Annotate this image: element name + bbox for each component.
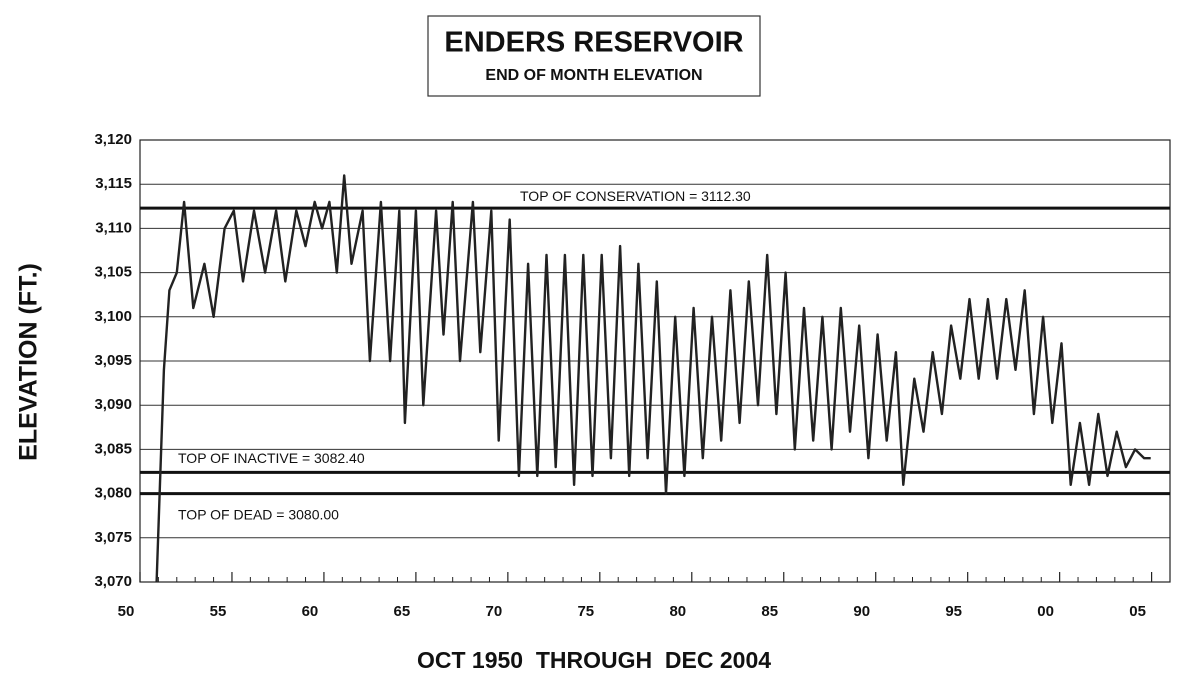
y-tick-label: 3,100	[94, 308, 132, 325]
y-tick-label: 3,110	[95, 219, 132, 236]
chart-subtitle: END OF MONTH ELEVATION	[485, 67, 702, 84]
y-tick-label: 3,085	[94, 440, 132, 457]
y-tick-label: 3,075	[94, 529, 132, 546]
plot-frame	[139, 139, 1171, 583]
x-tick-label: 60	[302, 603, 319, 620]
y-tick-label: 3,120	[94, 131, 132, 148]
x-tick-label: 70	[486, 603, 503, 620]
y-tick-label: 3,080	[94, 485, 132, 502]
title-box	[427, 15, 761, 97]
x-tick-label: 65	[394, 603, 411, 620]
x-tick-label: 80	[669, 603, 686, 620]
x-tick-label: 95	[945, 603, 962, 620]
x-tick-label: 85	[761, 603, 778, 620]
x-tick-label: 75	[577, 603, 594, 620]
data-line	[155, 174, 1151, 583]
y-axis-label: ELEVATION (FT.)	[15, 263, 43, 461]
y-tick-label: 3,115	[95, 175, 132, 192]
y-tick-label: 3,105	[94, 264, 132, 281]
x-tick-label: 55	[210, 603, 227, 620]
x-tick-label: 50	[118, 603, 135, 620]
reference-label: TOP OF DEAD = 3080.00	[178, 506, 339, 522]
y-tick-label: 3,070	[94, 573, 132, 590]
x-tick-label: 00	[1037, 603, 1054, 620]
x-tick-label: 90	[853, 603, 870, 620]
reference-label: TOP OF CONSERVATION = 3112.30	[520, 188, 751, 204]
chart-title: ENDERS RESERVOIR	[444, 27, 743, 59]
x-axis-label: OCT 1950 THROUGH DEC 2004	[417, 647, 771, 673]
reference-label: TOP OF INACTIVE = 3082.40	[178, 450, 365, 466]
y-tick-label: 3,090	[94, 396, 132, 413]
y-tick-label: 3,095	[94, 352, 132, 369]
x-tick-label: 05	[1129, 603, 1146, 620]
